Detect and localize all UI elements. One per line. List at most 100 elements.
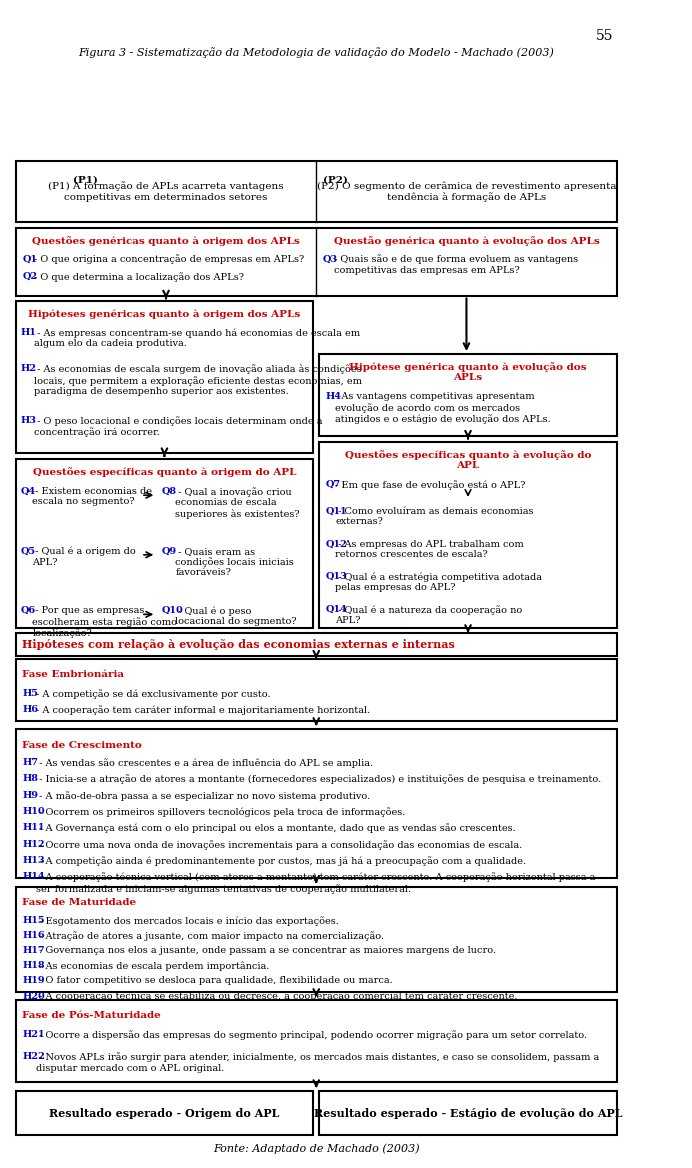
- Text: - Quais são e de que forma evoluem as vantagens
competitivas das empresas em APL: - Quais são e de que forma evoluem as va…: [334, 255, 578, 274]
- Text: H3: H3: [21, 416, 37, 425]
- Text: - O que origina a concentração de empresas em APLs?: - O que origina a concentração de empres…: [33, 255, 304, 264]
- Text: (P1) A formação de APLs acarreta vantagens
competitivas em determinados setores: (P1) A formação de APLs acarreta vantage…: [48, 181, 284, 202]
- Text: Q11: Q11: [326, 507, 347, 516]
- FancyBboxPatch shape: [16, 161, 617, 222]
- Text: - As vantagens competitivas apresentam
evolução de acordo com os mercados
atingi: - As vantagens competitivas apresentam e…: [335, 392, 551, 424]
- Text: - A competição se dá exclusivamente por custo.: - A competição se dá exclusivamente por …: [36, 689, 271, 698]
- Text: H7: H7: [22, 758, 38, 767]
- Text: Resultado esperado - Origem do APL: Resultado esperado - Origem do APL: [49, 1107, 280, 1119]
- Text: - Em que fase de evolução está o APL?: - Em que fase de evolução está o APL?: [335, 480, 526, 489]
- Text: - Inicia-se a atração de atores a montante (fornecedores especializados) e insti: - Inicia-se a atração de atores a montan…: [36, 774, 601, 784]
- Text: - Qual é a estratégia competitiva adotada
pelas empresas do APL?: - Qual é a estratégia competitiva adotad…: [335, 572, 543, 592]
- Text: H17: H17: [22, 946, 45, 955]
- Text: - As empresas do APL trabalham com
retornos crescentes de escala?: - As empresas do APL trabalham com retor…: [335, 540, 524, 559]
- FancyBboxPatch shape: [320, 354, 617, 436]
- Text: - Ocorre uma nova onda de inovações incrementais para a consolidação das economi: - Ocorre uma nova onda de inovações incr…: [36, 840, 522, 849]
- Text: - Qual é o peso
locacional do segmento?: - Qual é o peso locacional do segmento?: [175, 606, 297, 626]
- FancyBboxPatch shape: [16, 459, 313, 628]
- Text: - Por que as empresas
escolheram esta região como
localização?: - Por que as empresas escolheram esta re…: [33, 606, 177, 638]
- Text: Q14: Q14: [326, 605, 347, 614]
- Text: - A mão-de-obra passa a se especializar no novo sistema produtivo.: - A mão-de-obra passa a se especializar …: [36, 791, 370, 800]
- FancyBboxPatch shape: [16, 887, 617, 992]
- Text: - A Governança está com o elo principal ou elos a montante, dado que as vendas s: - A Governança está com o elo principal …: [36, 823, 516, 833]
- Text: H11: H11: [22, 823, 45, 833]
- Text: - As economias de escala perdem importância.: - As economias de escala perdem importân…: [36, 961, 269, 971]
- Text: Q5: Q5: [21, 547, 36, 556]
- FancyBboxPatch shape: [16, 633, 617, 656]
- Text: H21: H21: [22, 1030, 45, 1040]
- Text: Q1: Q1: [22, 255, 37, 264]
- Text: Questão genérica quanto à evolução dos APLs: Questão genérica quanto à evolução dos A…: [334, 236, 599, 245]
- Text: Resultado esperado - Estágio de evolução do APL: Resultado esperado - Estágio de evolução…: [313, 1107, 622, 1119]
- Text: H13: H13: [22, 856, 45, 865]
- Text: H12: H12: [22, 840, 45, 849]
- Text: Questões específicas quanto à evolução do
APL: Questões específicas quanto à evolução d…: [345, 450, 591, 470]
- Text: Hipótese genérica quanto à evolução dos
APLs: Hipótese genérica quanto à evolução dos …: [349, 362, 587, 382]
- FancyBboxPatch shape: [16, 1091, 313, 1135]
- Text: Q7: Q7: [326, 480, 341, 489]
- Text: Q9: Q9: [161, 547, 176, 556]
- Text: Hipóteses genéricas quanto à origem dos APLs: Hipóteses genéricas quanto à origem dos …: [28, 310, 300, 319]
- Text: Fase de Crescimento: Fase de Crescimento: [22, 741, 142, 750]
- Text: - O peso locacional e condições locais determinam onde a
concentração irá ocorre: - O peso locacional e condições locais d…: [33, 416, 322, 437]
- Text: - Existem economias de
escala no segmento?: - Existem economias de escala no segment…: [33, 487, 152, 507]
- FancyBboxPatch shape: [16, 659, 617, 721]
- Text: - Atração de atores a jusante, com maior impacto na comercialização.: - Atração de atores a jusante, com maior…: [36, 931, 384, 940]
- Text: H10: H10: [22, 807, 45, 816]
- Text: (P2) O segmento de cerâmica de revestimento apresenta
tendência à formação de AP: (P2) O segmento de cerâmica de revestime…: [317, 181, 616, 202]
- Text: - Novos APLs irão surgir para atender, inicialmente, os mercados mais distantes,: - Novos APLs irão surgir para atender, i…: [36, 1052, 599, 1072]
- Text: Q10: Q10: [161, 606, 183, 616]
- Text: Fonte: Adaptado de Machado (2003): Fonte: Adaptado de Machado (2003): [213, 1143, 419, 1154]
- Text: - O que determina a localização dos APLs?: - O que determina a localização dos APLs…: [33, 272, 244, 281]
- Text: H8: H8: [22, 774, 38, 784]
- Text: H1: H1: [21, 328, 37, 338]
- Text: (P2): (P2): [322, 175, 347, 185]
- Text: - O fator competitivo se desloca para qualidade, flexibilidade ou marca.: - O fator competitivo se desloca para qu…: [36, 976, 393, 986]
- Text: Figura 3 - Sistematização da Metodologia de validação do Modelo - Machado (2003): Figura 3 - Sistematização da Metodologia…: [78, 47, 554, 57]
- Text: H15: H15: [22, 916, 45, 925]
- FancyBboxPatch shape: [320, 1091, 617, 1135]
- Text: - A competição ainda é predominantemente por custos, mas já há a preocupação com: - A competição ainda é predominantemente…: [36, 856, 526, 865]
- Text: - Qual a inovação criou
economias de escala
superiores às existentes?: - Qual a inovação criou economias de esc…: [175, 487, 300, 519]
- FancyBboxPatch shape: [16, 1000, 617, 1082]
- FancyBboxPatch shape: [16, 228, 617, 296]
- Text: Q2: Q2: [22, 272, 37, 281]
- Text: H20: H20: [22, 992, 45, 1001]
- Text: H9: H9: [22, 791, 38, 800]
- Text: H6: H6: [22, 705, 38, 715]
- Text: Fase de Pós-Maturidade: Fase de Pós-Maturidade: [22, 1011, 161, 1021]
- Text: H4: H4: [326, 392, 342, 402]
- Text: - Qual é a natureza da cooperação no
APL?: - Qual é a natureza da cooperação no APL…: [335, 605, 522, 625]
- Text: Q4: Q4: [21, 487, 36, 496]
- Text: 55: 55: [596, 29, 614, 43]
- Text: (P1): (P1): [73, 175, 98, 185]
- Text: Hipóteses com relação à evolução das economias externas e internas: Hipóteses com relação à evolução das eco…: [22, 639, 455, 651]
- Text: H16: H16: [22, 931, 45, 940]
- Text: H2: H2: [21, 364, 37, 374]
- Text: Q3: Q3: [322, 255, 338, 264]
- Text: - Governança nos elos a jusante, onde passam a se concentrar as maiores margens : - Governança nos elos a jusante, onde pa…: [36, 946, 496, 955]
- Text: - Como evoluíram as demais economias
externas?: - Como evoluíram as demais economias ext…: [335, 507, 534, 527]
- Text: Q12: Q12: [326, 540, 347, 549]
- Text: Questões genéricas quanto à origem dos APLs: Questões genéricas quanto à origem dos A…: [32, 236, 300, 245]
- FancyBboxPatch shape: [320, 442, 617, 628]
- Text: - Quais eram as
condições locais iniciais
favoráveis?: - Quais eram as condições locais iniciai…: [175, 547, 294, 577]
- Text: H22: H22: [22, 1052, 45, 1062]
- Text: - A cooperação técnica vertical (com atores a montante) tem caráter crescente. A: - A cooperação técnica vertical (com ato…: [36, 872, 595, 894]
- Text: Q13: Q13: [326, 572, 347, 582]
- FancyBboxPatch shape: [16, 729, 617, 878]
- Text: Fase de Maturidade: Fase de Maturidade: [22, 898, 136, 908]
- FancyBboxPatch shape: [16, 301, 313, 453]
- Text: - Qual é a origem do
APL?: - Qual é a origem do APL?: [33, 547, 136, 566]
- Text: - As economias de escala surgem de inovação aliada às condições
locais, que perm: - As economias de escala surgem de inova…: [33, 364, 361, 396]
- Text: - A cooperação tem caráter informal e majoritariamente horizontal.: - A cooperação tem caráter informal e ma…: [36, 705, 370, 715]
- Text: Q6: Q6: [21, 606, 36, 616]
- Text: H14: H14: [22, 872, 45, 882]
- Text: Q8: Q8: [161, 487, 176, 496]
- Text: - Ocorre a dispersão das empresas do segmento principal, podendo ocorrer migraçã: - Ocorre a dispersão das empresas do seg…: [36, 1030, 588, 1040]
- Text: - Esgotamento dos mercados locais e início das exportações.: - Esgotamento dos mercados locais e iníc…: [36, 916, 339, 925]
- Text: - As vendas são crescentes e a área de influência do APL se amplia.: - As vendas são crescentes e a área de i…: [36, 758, 373, 767]
- Text: H19: H19: [22, 976, 45, 986]
- Text: Questões específicas quanto à origem do APL: Questões específicas quanto à origem do …: [33, 467, 296, 477]
- Text: - As empresas concentram-se quando há economias de escala em
algum elo da cadeia: - As empresas concentram-se quando há ec…: [33, 328, 360, 348]
